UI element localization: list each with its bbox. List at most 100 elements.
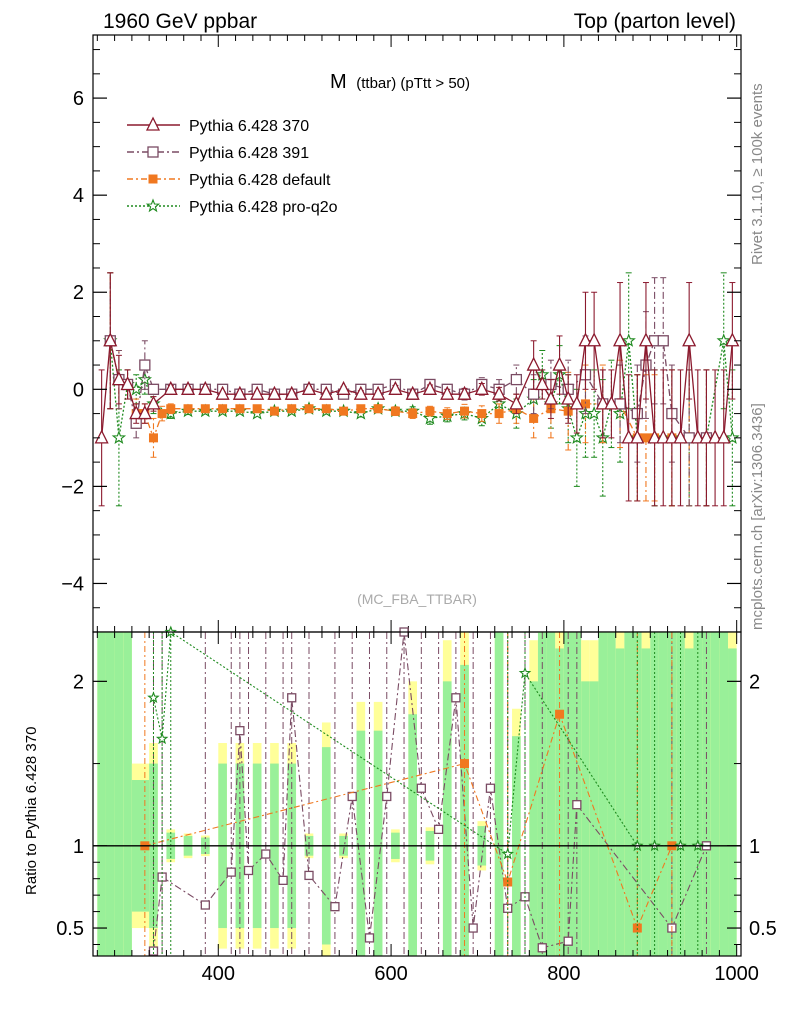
data-point	[641, 433, 651, 443]
uncertainty-band-inner	[624, 632, 633, 956]
rivet-label: Rivet 3.1.10, ≥ 100k events	[749, 83, 766, 265]
ratio-ylabel: Ratio to Pythia 6.428 370	[23, 727, 40, 895]
watermark: (MC_FBA_TTBAR)	[357, 591, 477, 607]
data-point	[137, 405, 152, 420]
data-point	[353, 385, 368, 400]
mcplots-label: mcplots.cern.ch [arXiv:1306.3436]	[749, 403, 766, 630]
main-title: M (ttbar) (pTtt > 50)	[330, 71, 470, 93]
series-line	[109, 340, 734, 441]
data-point	[94, 429, 109, 444]
data-point	[569, 430, 584, 444]
data-point	[111, 371, 126, 386]
data-point	[527, 388, 540, 400]
data-point	[664, 429, 679, 444]
data-point	[129, 405, 144, 420]
uncertainty-band-inner	[105, 632, 115, 956]
uncertainty-band-inner	[607, 632, 616, 956]
uncertainty-band-inner	[123, 632, 132, 956]
uncertainty-band-inner	[615, 648, 625, 956]
ratio-point	[261, 849, 271, 859]
ratio-axes: 0.5 0.5 1 1 2 2 400 600 800 1000	[56, 632, 777, 985]
data-point	[269, 406, 279, 416]
data-point	[371, 385, 386, 400]
data-point	[699, 429, 714, 444]
ratio-point	[155, 732, 169, 745]
ratio-ytick-label: 2	[73, 671, 84, 693]
data-point	[252, 404, 262, 414]
legend: Pythia 6.428 370 Pythia 6.428 391 Pythia 6…	[127, 116, 338, 216]
ratio-point	[555, 709, 565, 719]
ratio-point	[304, 870, 314, 881]
data-point	[267, 385, 282, 400]
main-ytick-label: 4	[73, 185, 84, 207]
data-point	[543, 390, 558, 405]
data-point	[166, 404, 176, 414]
series-line	[100, 340, 734, 439]
data-point	[284, 385, 299, 400]
legend-marker	[145, 116, 161, 131]
data-point	[587, 332, 602, 347]
header-left: 1960 GeV ppbar	[103, 10, 257, 33]
main-title-sub: (ttbar) (pTtt > 50)	[356, 75, 470, 92]
ratio-point	[485, 783, 496, 793]
data-point	[336, 380, 351, 395]
data-point	[111, 430, 127, 444]
data-point	[304, 404, 314, 414]
uncertainty-band-inner	[494, 632, 504, 956]
data-point	[405, 385, 420, 400]
main-ytick-label: 0	[73, 379, 84, 401]
data-point	[103, 332, 118, 347]
data-point	[716, 429, 731, 444]
data-point	[638, 332, 654, 347]
uncertainty-band-inner	[114, 632, 124, 956]
header-right: Top (parton level)	[574, 10, 736, 33]
data-point	[408, 409, 418, 419]
data-point	[287, 404, 297, 414]
data-point	[535, 376, 550, 391]
data-point	[474, 380, 489, 395]
ratio-panel: 0.5 0.5 1 1 2 2 400 600 800 1000 Ratio to Pythia …	[23, 625, 777, 985]
ratio-line	[144, 712, 673, 930]
data-point	[682, 332, 697, 347]
data-point	[621, 333, 636, 347]
data-point	[390, 406, 400, 416]
data-point	[494, 409, 504, 419]
data-point	[442, 409, 452, 419]
ratio-point	[537, 943, 547, 953]
ratio-ytick-label-right: 1	[749, 836, 760, 858]
ratio-point	[433, 824, 444, 835]
data-point	[232, 385, 247, 400]
data-point	[200, 404, 210, 414]
ratio-line	[152, 631, 698, 855]
data-point	[595, 395, 610, 410]
uncertainty-band-inner	[546, 632, 556, 956]
data-point	[180, 380, 196, 395]
data-point	[578, 332, 593, 347]
main-axes: −4 −2 0 2 4 6	[61, 35, 741, 633]
data-point	[440, 385, 455, 400]
main-title-m: M	[330, 71, 347, 93]
data-point	[552, 356, 567, 371]
main-ytick-label: −4	[61, 573, 84, 595]
ratio-point	[416, 783, 426, 793]
uncertainty-band-inner	[598, 632, 608, 956]
ratio-ytick-label: 1	[73, 836, 84, 858]
uncertainty-band-inner	[684, 648, 694, 956]
data-point	[301, 380, 317, 395]
uncertainty-band-inner	[658, 632, 668, 956]
data-point	[422, 410, 438, 425]
main-ytick-label: 2	[73, 282, 84, 304]
ratio-ytick-label: 0.5	[56, 918, 84, 940]
ratio-point	[518, 666, 532, 679]
data-point	[373, 404, 383, 414]
uncertainty-band-inner	[581, 681, 590, 956]
data-point	[146, 395, 161, 410]
data-point	[725, 430, 740, 444]
data-point	[120, 376, 135, 391]
ratio-point	[147, 691, 160, 704]
data-point	[656, 429, 671, 444]
legend-marker	[147, 146, 159, 158]
legend-label: Pythia 6.428 pro-q2o	[189, 199, 338, 216]
data-point	[425, 406, 435, 416]
ratio-point	[226, 867, 236, 877]
